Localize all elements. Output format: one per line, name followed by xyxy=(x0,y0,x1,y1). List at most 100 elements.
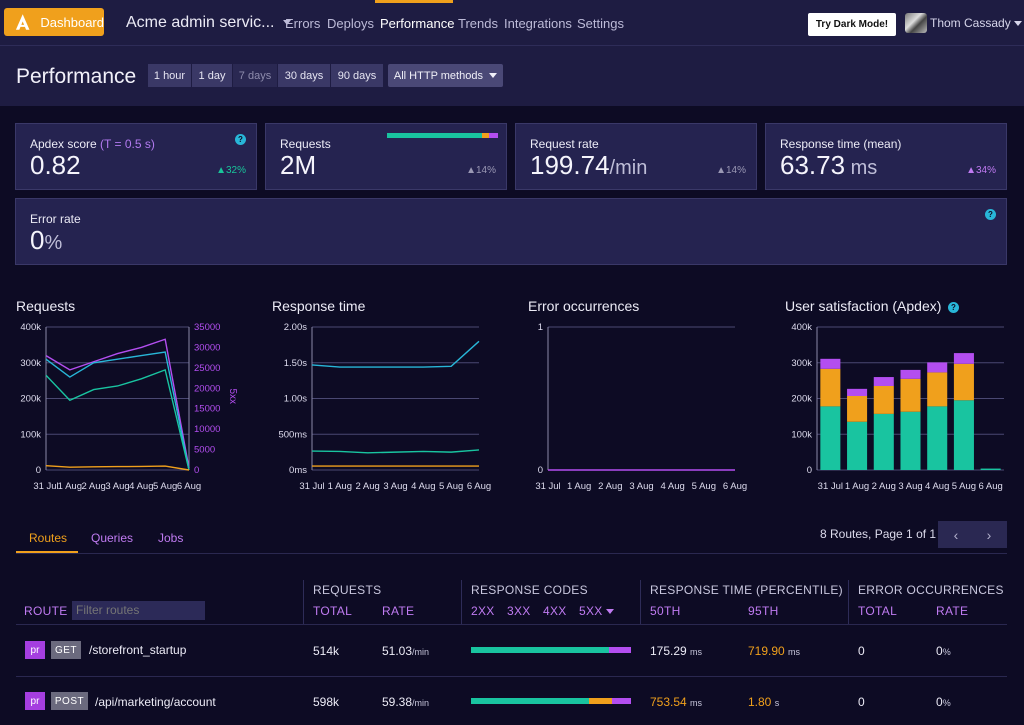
4xx-column-header[interactable]: 4XX xyxy=(543,604,567,618)
column-divider xyxy=(461,580,462,624)
route-rate-unit: /min xyxy=(412,647,430,657)
bar-segment xyxy=(900,411,921,470)
3xx-column-header[interactable]: 3XX xyxy=(507,604,531,618)
y-tick-label: 400k xyxy=(791,322,812,333)
row-divider xyxy=(16,676,1007,677)
nav-performance[interactable]: Performance xyxy=(380,16,455,31)
range-1-hour[interactable]: 1 hour xyxy=(148,64,191,87)
tab-queries[interactable]: Queries xyxy=(91,531,134,545)
error-rate-unit: % xyxy=(942,698,951,708)
bar-segment xyxy=(847,395,868,422)
bar-segment xyxy=(900,369,921,379)
p95-cell: 1.80 s xyxy=(748,695,779,709)
bar-segment xyxy=(873,377,894,386)
x-tick-label: 4 Aug xyxy=(129,481,153,492)
bar-segment xyxy=(927,406,948,470)
nav-deploys[interactable]: Deploys xyxy=(327,16,374,31)
apdex-label: Apdex score xyxy=(30,137,97,151)
p95-column-header[interactable]: 95TH xyxy=(748,604,779,618)
route-name[interactable]: /api/marketing/account xyxy=(95,695,216,709)
total-column-header[interactable]: TOTAL xyxy=(313,604,353,618)
x-tick-label: 6 Aug xyxy=(723,481,747,492)
arrow-up-icon: ▲ xyxy=(966,165,976,176)
y-tick-label: 1 xyxy=(538,322,543,333)
error-rate-unit: % xyxy=(942,647,951,657)
dashboard-button[interactable]: Dashboard xyxy=(4,8,104,36)
range-90-days[interactable]: 90 days xyxy=(331,64,383,87)
x-tick-label: 4 Aug xyxy=(411,481,435,492)
2xx-column-header[interactable]: 2XX xyxy=(471,604,495,618)
try-dark-mode-button[interactable]: Try Dark Mode! xyxy=(808,13,896,36)
bar-5xx xyxy=(489,133,498,138)
errors-header: ERROR OCCURRENCES xyxy=(858,583,1004,597)
avatar[interactable] xyxy=(905,13,927,33)
bar-2xx xyxy=(387,133,483,138)
filter-routes-input[interactable] xyxy=(72,601,205,620)
arrow-up-icon: ▲ xyxy=(466,165,476,176)
p95-cell: 719.90 ms xyxy=(748,644,800,658)
codes-segment-4xx xyxy=(589,698,612,704)
x-tick-label: 1 Aug xyxy=(58,481,82,492)
nav-settings[interactable]: Settings xyxy=(577,16,624,31)
bar-segment xyxy=(873,385,894,414)
p50-value: 753.54 xyxy=(650,695,687,709)
x-tick-label: 3 Aug xyxy=(898,481,922,492)
requests-card: Requests 2M ▲14% xyxy=(265,123,507,190)
y-tick-label: 200k xyxy=(791,394,812,405)
user-menu[interactable]: Thom Cassady xyxy=(930,16,1023,30)
app-name: Acme admin servic... xyxy=(126,14,275,31)
error-total-column-header[interactable]: TOTAL xyxy=(858,604,898,618)
prev-page-button[interactable]: ‹ xyxy=(938,521,974,548)
nav-errors[interactable]: Errors xyxy=(285,16,321,31)
error-total: 0 xyxy=(858,644,865,658)
rate-unit: /min xyxy=(609,157,648,179)
nav-integrations[interactable]: Integrations xyxy=(504,16,572,31)
range-7-days[interactable]: 7 days xyxy=(233,64,277,87)
next-page-button[interactable]: › xyxy=(971,521,1007,548)
help-icon[interactable]: ? xyxy=(235,134,246,145)
tab-jobs[interactable]: Jobs xyxy=(158,531,184,545)
chevron-down-icon xyxy=(283,20,292,26)
active-tab-indicator xyxy=(16,551,78,553)
x-tick-label: 5 Aug xyxy=(952,481,976,492)
route-name[interactable]: /storefront_startup xyxy=(89,643,187,657)
help-icon[interactable]: ? xyxy=(948,302,959,313)
http-methods-dropdown[interactable]: All HTTP methods xyxy=(388,64,503,87)
apdex-delta: ▲32% xyxy=(216,165,246,176)
chevron-down-icon xyxy=(489,73,498,78)
requests-value: 2M xyxy=(280,150,317,180)
nav-trends[interactable]: Trends xyxy=(458,16,498,31)
route-column-header[interactable]: ROUTE xyxy=(24,604,68,618)
chart-title-response-time: Response time xyxy=(272,298,366,314)
p50-column-header[interactable]: 50TH xyxy=(650,604,681,618)
5xx-column-header[interactable]: 5XX xyxy=(579,604,615,618)
help-icon[interactable]: ? xyxy=(985,209,996,220)
x-tick-label: 3 Aug xyxy=(383,481,407,492)
codes-segment-2xx xyxy=(471,698,590,704)
rate-label: Request rate xyxy=(530,137,599,151)
app-selector[interactable]: Acme admin servic... xyxy=(126,14,292,32)
tab-routes[interactable]: Routes xyxy=(29,531,68,545)
series-line xyxy=(45,351,190,471)
y-tick-label: 1.50s xyxy=(284,358,307,369)
range-30-days[interactable]: 30 days xyxy=(278,64,330,87)
rate-column-header[interactable]: RATE xyxy=(382,604,415,618)
x-tick-label: 31 Jul xyxy=(535,481,560,492)
p95-unit: s xyxy=(774,698,780,708)
codes-segment-5xx xyxy=(611,698,631,704)
bar-segment xyxy=(980,468,1001,470)
requests-delta: ▲14% xyxy=(466,165,496,176)
error-rate-column-header[interactable]: RATE xyxy=(936,604,969,618)
apdex-value: 0.82 xyxy=(30,150,81,180)
route-total: 598k xyxy=(313,695,340,709)
codes-header: RESPONSE CODES xyxy=(471,583,588,597)
rate-delta: ▲14% xyxy=(716,165,746,176)
response-time-card: Response time (mean) 63.73 ms ▲34% xyxy=(765,123,1007,190)
response-unit: ms xyxy=(845,157,878,179)
request-rate-card: Request rate 199.74/min ▲14% xyxy=(515,123,757,190)
bar-segment xyxy=(900,378,921,412)
range-1-day[interactable]: 1 day xyxy=(192,64,232,87)
requests-label: Requests xyxy=(280,137,331,151)
bar-segment xyxy=(953,400,974,470)
x-tick-label: 1 Aug xyxy=(328,481,352,492)
